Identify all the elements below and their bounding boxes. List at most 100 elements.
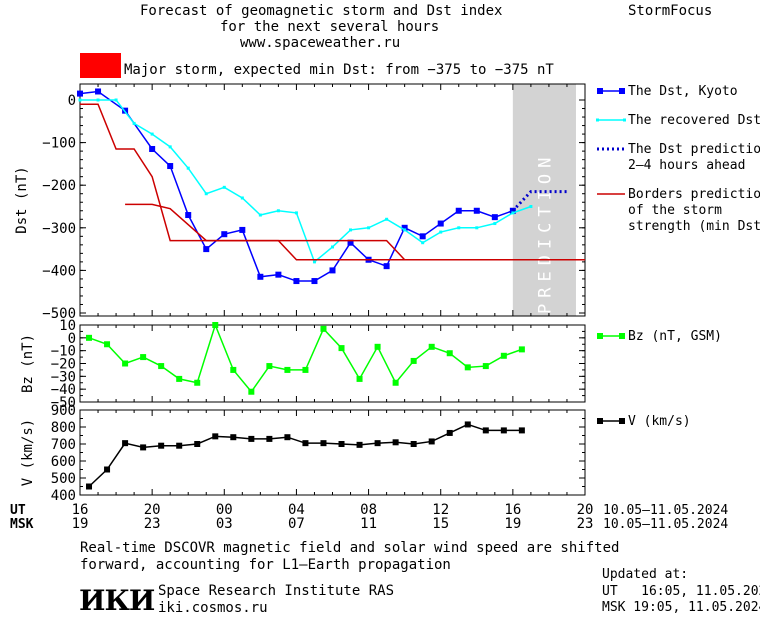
series-the-dst-kyoto-point [491,214,498,221]
series-the-dst-kyoto-point [77,90,83,97]
series-bz-nt-gsm--point [284,366,291,373]
series-bz-nt-gsm--point [356,375,363,382]
series-v-km-s--point [392,439,399,446]
series-bz-nt-gsm--point [122,360,129,367]
series-bz-nt-gsm--point [338,345,345,352]
series-the-recovered-dst-point [439,230,443,234]
series-borders-prediction-line [80,103,585,261]
ut-tick-label: 08 [360,502,377,518]
series-the-recovered-dst-point [258,213,262,217]
msk-tick-label: 15 [432,516,449,532]
series-bz-nt-gsm--point [320,325,327,332]
series-the-recovered-dst-point [457,226,461,230]
series-the-recovered-dst-point [240,196,244,200]
series-the-dst-kyoto-point [293,278,300,285]
msk-date-range: 10.05–11.05.2024 [603,517,728,532]
series-the-dst-kyoto-point [473,207,480,214]
y-tick-label: −10 [51,344,76,360]
y-tick-label: −200 [42,178,76,194]
series-the-dst-kyoto-point [455,207,462,214]
series-the-recovered-dst-point [529,205,533,208]
series-bz-nt-gsm--point [410,357,417,364]
series-the-dst-kyoto-point [95,88,102,95]
panel-frame [79,83,586,317]
series-bz-nt-gsm--point [86,334,93,341]
series-v-km-s--point [122,440,129,447]
y-tick-label: −400 [42,263,76,279]
footer-note-line2: forward, accounting for L1–Earth propaga… [80,557,451,573]
series-the-recovered-dst-point [331,245,334,249]
msk-tick-label: 03 [216,516,233,532]
series-the-dst-kyoto-point [401,224,408,231]
series-v-km-s--point [464,421,471,428]
series-the-recovered-dst-point [421,241,425,245]
series-bz-nt-gsm--point [500,352,507,359]
prediction-label: PREDICTION [535,152,555,314]
y-tick-label: 400 [51,488,76,504]
legend-the-recovered-dst-label: The recovered Dst [628,113,760,128]
series-bz-nt-gsm--point [194,379,201,386]
series-v-km-s--point [338,441,345,447]
y-tick-label: 500 [51,471,76,487]
series-the-recovered-dst-point [96,98,100,102]
series-v-km-s--point [446,429,453,436]
msk-tick-label: 19 [72,516,89,532]
series-bz-nt-gsm--point [482,363,489,370]
brand-name: StormFocus [628,3,713,19]
series-bz-nt-gsm--point [302,366,309,373]
msk-tick-label: 07 [288,516,305,532]
series-v-km-s--point [104,466,111,473]
series-v-km-s--point [176,442,183,449]
series-bz-nt-gsm--point [464,364,471,371]
ut-tick-label: 20 [144,502,161,518]
chart-title: Forecast of geomagnetic storm and Dst in… [140,3,503,19]
series-the-recovered-dst-point [276,209,280,213]
site-url[interactable]: www.spaceweather.ru [240,35,401,51]
msk-tick-label: 23 [577,516,594,532]
panel-frame [79,409,586,496]
series-bz-nt-gsm--point [428,343,435,350]
series-v-km-s--point [518,427,525,434]
legend-borders-prediction-label: Borders prediction of the storm strength (… [628,187,760,234]
y-axis-label: Dst (nT) [14,166,30,233]
chart-subtitle: for the next several hours [220,19,440,35]
series-v-km-s--point [212,433,219,440]
updated-msk: MSK 19:05, 11.05.2024 [602,600,760,615]
series-the-recovered-dst-point [132,121,136,125]
footer-note-line1: Real-time DSCOVR magnetic field and sola… [80,540,620,556]
series-the-recovered-dst-point [511,211,515,215]
series-the-dst-kyoto-point [329,267,336,274]
updated-label: Updated at: [602,567,689,582]
y-tick-label: 0 [68,93,76,109]
series-v-km-s--point [356,441,363,448]
series-the-recovered-dst-point [349,228,353,232]
y-tick-label: 0 [68,331,76,347]
series-the-dst-kyoto-point [221,231,228,238]
series-the-dst-kyoto-point [275,271,282,278]
series-bz-nt-gsm--point [158,363,165,370]
series-bz-nt-gsm--point [230,366,237,373]
series-bz-nt-gsm--point [266,363,273,370]
legend: The Dst, Kyoto The recovered Dst The Dst p… [596,84,760,429]
y-tick-label: 800 [51,420,76,436]
y-tick-label: −100 [42,136,76,152]
bz-panel: 100−10−20−30−40−50 Bz (nT) [20,318,586,411]
series-the-recovered-dst-point [475,226,479,230]
series-the-dst-kyoto-point [311,278,318,285]
series-the-dst-kyoto-point [257,273,264,280]
series-the-dst-kyoto-point [347,239,354,246]
series-v-km-s--point [428,438,435,445]
series-bz-nt-gsm--line [88,322,523,393]
series-the-recovered-dst-point [493,222,497,226]
legend-the-dst-kyoto-label: The Dst, Kyoto [628,84,738,99]
y-tick-label: −500 [42,306,76,322]
series-bz-nt-gsm--point [248,388,255,395]
org-site[interactable]: iki.cosmos.ru [158,600,268,616]
msk-tick-label: 19 [504,516,521,532]
series-the-dst-kyoto-point [383,263,390,270]
y-tick-label: 700 [51,437,76,453]
y-tick-label: 10 [59,318,76,334]
iki-logo: ИКИ [79,584,155,617]
